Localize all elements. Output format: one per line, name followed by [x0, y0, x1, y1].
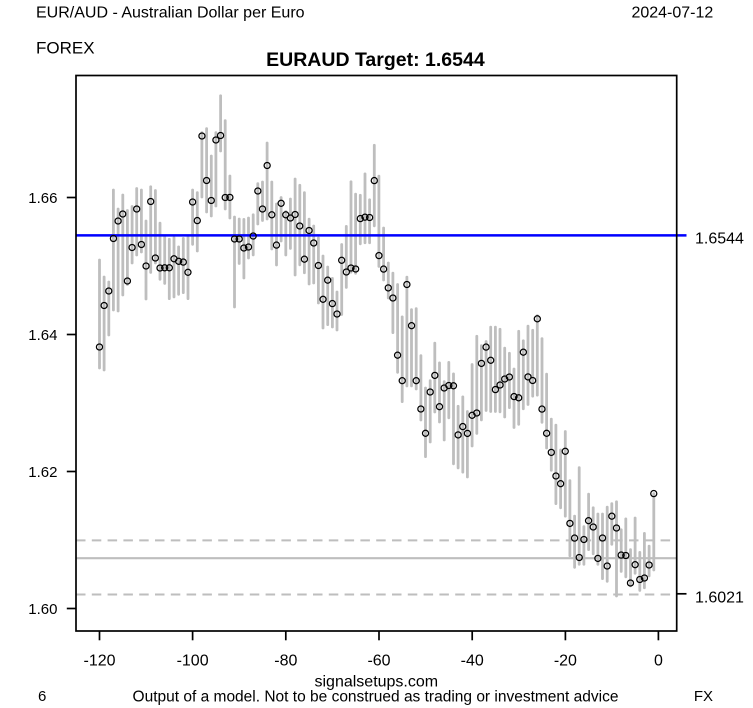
svg-text:signalsetups.com: signalsetups.com [314, 674, 438, 691]
svg-text:-20: -20 [554, 652, 577, 669]
svg-text:EUR/AUD - Australian Dollar pe: EUR/AUD - Australian Dollar per Euro [36, 4, 305, 21]
svg-text:-60: -60 [367, 652, 390, 669]
svg-text:6: 6 [38, 688, 46, 705]
svg-text:1.60: 1.60 [28, 601, 57, 618]
svg-text:FX: FX [694, 688, 713, 705]
svg-text:-40: -40 [461, 652, 484, 669]
svg-text:FOREX: FOREX [36, 39, 95, 58]
svg-text:EURAUD Target: 1.6544: EURAUD Target: 1.6544 [266, 49, 485, 71]
svg-text:1.64: 1.64 [28, 327, 57, 344]
svg-text:1.6021: 1.6021 [695, 589, 744, 606]
svg-text:-120: -120 [83, 652, 115, 669]
svg-text:1.62: 1.62 [28, 464, 57, 481]
svg-text:-80: -80 [274, 652, 297, 669]
svg-text:1.6544: 1.6544 [695, 230, 744, 247]
svg-text:Output of a model. Not to be c: Output of a model. Not to be construed a… [133, 688, 619, 705]
svg-text:1.66: 1.66 [28, 190, 57, 207]
svg-text:0: 0 [654, 652, 663, 669]
svg-text:2024-07-12: 2024-07-12 [631, 4, 713, 21]
svg-text:-100: -100 [177, 652, 209, 669]
